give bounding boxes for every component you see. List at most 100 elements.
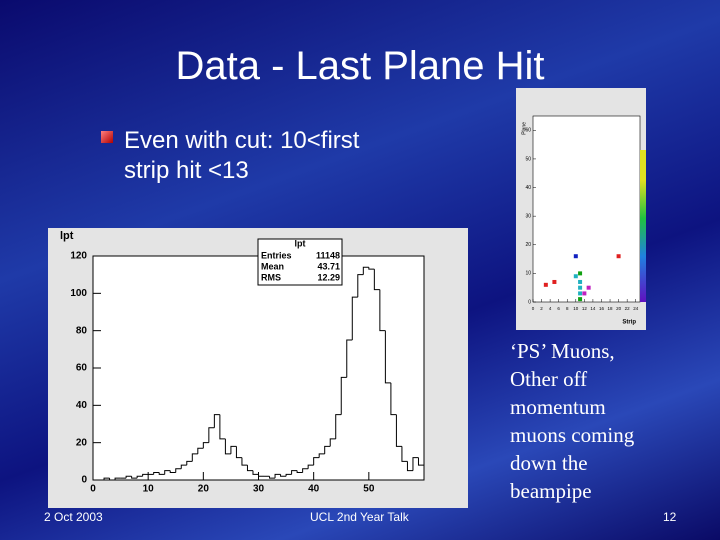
hist-bin <box>357 274 364 298</box>
scatter-frame <box>532 115 641 303</box>
x-tick-label: 0 <box>90 484 96 495</box>
side-line: Other off <box>510 367 588 391</box>
y-axis-label: Plane <box>521 122 527 135</box>
x-tick-label: 10 <box>143 484 155 495</box>
side-line: ‘PS’ Muons, <box>510 339 615 363</box>
x-tick-label: 20 <box>198 484 210 495</box>
footer-center: UCL 2nd Year Talk <box>310 510 409 524</box>
hist-bin <box>125 475 132 479</box>
side-line: down the <box>510 451 588 475</box>
point <box>578 297 583 302</box>
hist-bin <box>340 376 347 415</box>
hist-bin <box>241 457 248 466</box>
x-tick-label: 30 <box>253 484 265 495</box>
stats-label: Entries <box>261 250 292 260</box>
bullet-icon <box>101 131 113 143</box>
hist-bin <box>269 476 276 479</box>
y-tick-label: 20 <box>525 242 531 248</box>
hist-bin <box>136 475 143 479</box>
y-tick-label: 80 <box>76 325 88 336</box>
palette <box>640 150 646 302</box>
point <box>573 254 578 259</box>
bullet-line: Even with cut: 10<first <box>124 127 360 154</box>
hist-bin <box>131 476 138 479</box>
hist-bin <box>335 414 342 439</box>
hist-bin <box>142 473 149 477</box>
point <box>552 279 557 284</box>
stats-label: RMS <box>261 272 281 282</box>
y-tick-label: 20 <box>76 437 88 448</box>
hist-bin <box>175 468 182 473</box>
hist-bin <box>307 464 314 469</box>
x-tick-label: 50 <box>363 484 375 495</box>
point <box>578 291 583 296</box>
x-tick-label: 20 <box>616 306 622 311</box>
y-tick-label: 10 <box>525 271 531 277</box>
x-tick-label: 18 <box>608 306 614 311</box>
hist-bin <box>285 473 292 477</box>
y-tick-label: 40 <box>76 400 88 411</box>
hist-bin <box>197 447 204 454</box>
point <box>582 291 587 296</box>
hist-bin <box>208 427 215 443</box>
hist-bin <box>164 470 171 475</box>
hist-bin <box>318 453 325 458</box>
hist-bin <box>191 453 198 462</box>
hist-frame <box>92 255 425 481</box>
footer-page: 12 <box>663 510 677 524</box>
y-tick-label: 0 <box>528 299 531 305</box>
hist-bin <box>406 461 413 472</box>
y-tick-label: 0 <box>81 475 87 486</box>
hist-bin <box>169 470 176 474</box>
x-tick-label: 22 <box>625 306 631 311</box>
point <box>578 279 583 284</box>
hist-bin <box>296 470 303 474</box>
hist-bin <box>180 464 187 469</box>
stats-value: 43.71 <box>317 261 340 271</box>
hist-bin <box>346 339 353 378</box>
hist-bin <box>186 460 193 466</box>
hist-bin <box>258 474 265 477</box>
hist-title: lpt <box>60 230 74 242</box>
hist-bin <box>412 457 419 471</box>
stats-title: lpt <box>295 238 306 248</box>
y-tick-label: 30 <box>525 213 531 219</box>
y-tick-label: 60 <box>525 128 531 134</box>
hist-bin <box>274 473 281 479</box>
y-tick-label: 60 <box>76 363 88 374</box>
hist-bin <box>291 470 298 475</box>
x-tick-label: 14 <box>590 306 596 311</box>
x-tick-label: 8 <box>566 306 569 311</box>
point <box>578 285 583 290</box>
x-tick-label: 40 <box>308 484 320 495</box>
hist-bin <box>302 468 309 473</box>
hist-bin <box>158 472 165 475</box>
hist-bin <box>395 414 402 447</box>
hist-bin <box>224 438 231 455</box>
x-tick-label: 24 <box>633 306 639 311</box>
hist-bin <box>246 465 253 472</box>
side-line: momentum <box>510 395 606 419</box>
y-tick-label: 40 <box>525 185 531 191</box>
hist-bin <box>213 414 220 428</box>
side-line: muons coming <box>510 423 635 447</box>
hist-bin <box>114 477 121 480</box>
slide-title: Data - Last Plane Hit <box>175 44 545 88</box>
footer-date: 2 Oct 2003 <box>44 510 103 524</box>
y-tick-label: 100 <box>70 288 87 299</box>
y-tick-label: 50 <box>525 156 531 162</box>
hist-bin <box>109 478 116 481</box>
x-axis-label: Strip <box>622 320 636 326</box>
x-tick-label: 16 <box>599 306 605 311</box>
hist-bin <box>153 472 160 475</box>
hist-bin <box>324 445 331 454</box>
point <box>578 271 583 276</box>
point <box>616 254 621 259</box>
point <box>543 282 548 287</box>
hist-bin <box>103 477 110 480</box>
x-tick-label: 0 <box>532 306 535 311</box>
bullet-text: Even with cut: 10<first strip hit <13 <box>124 126 359 186</box>
hist-bin <box>219 414 226 440</box>
